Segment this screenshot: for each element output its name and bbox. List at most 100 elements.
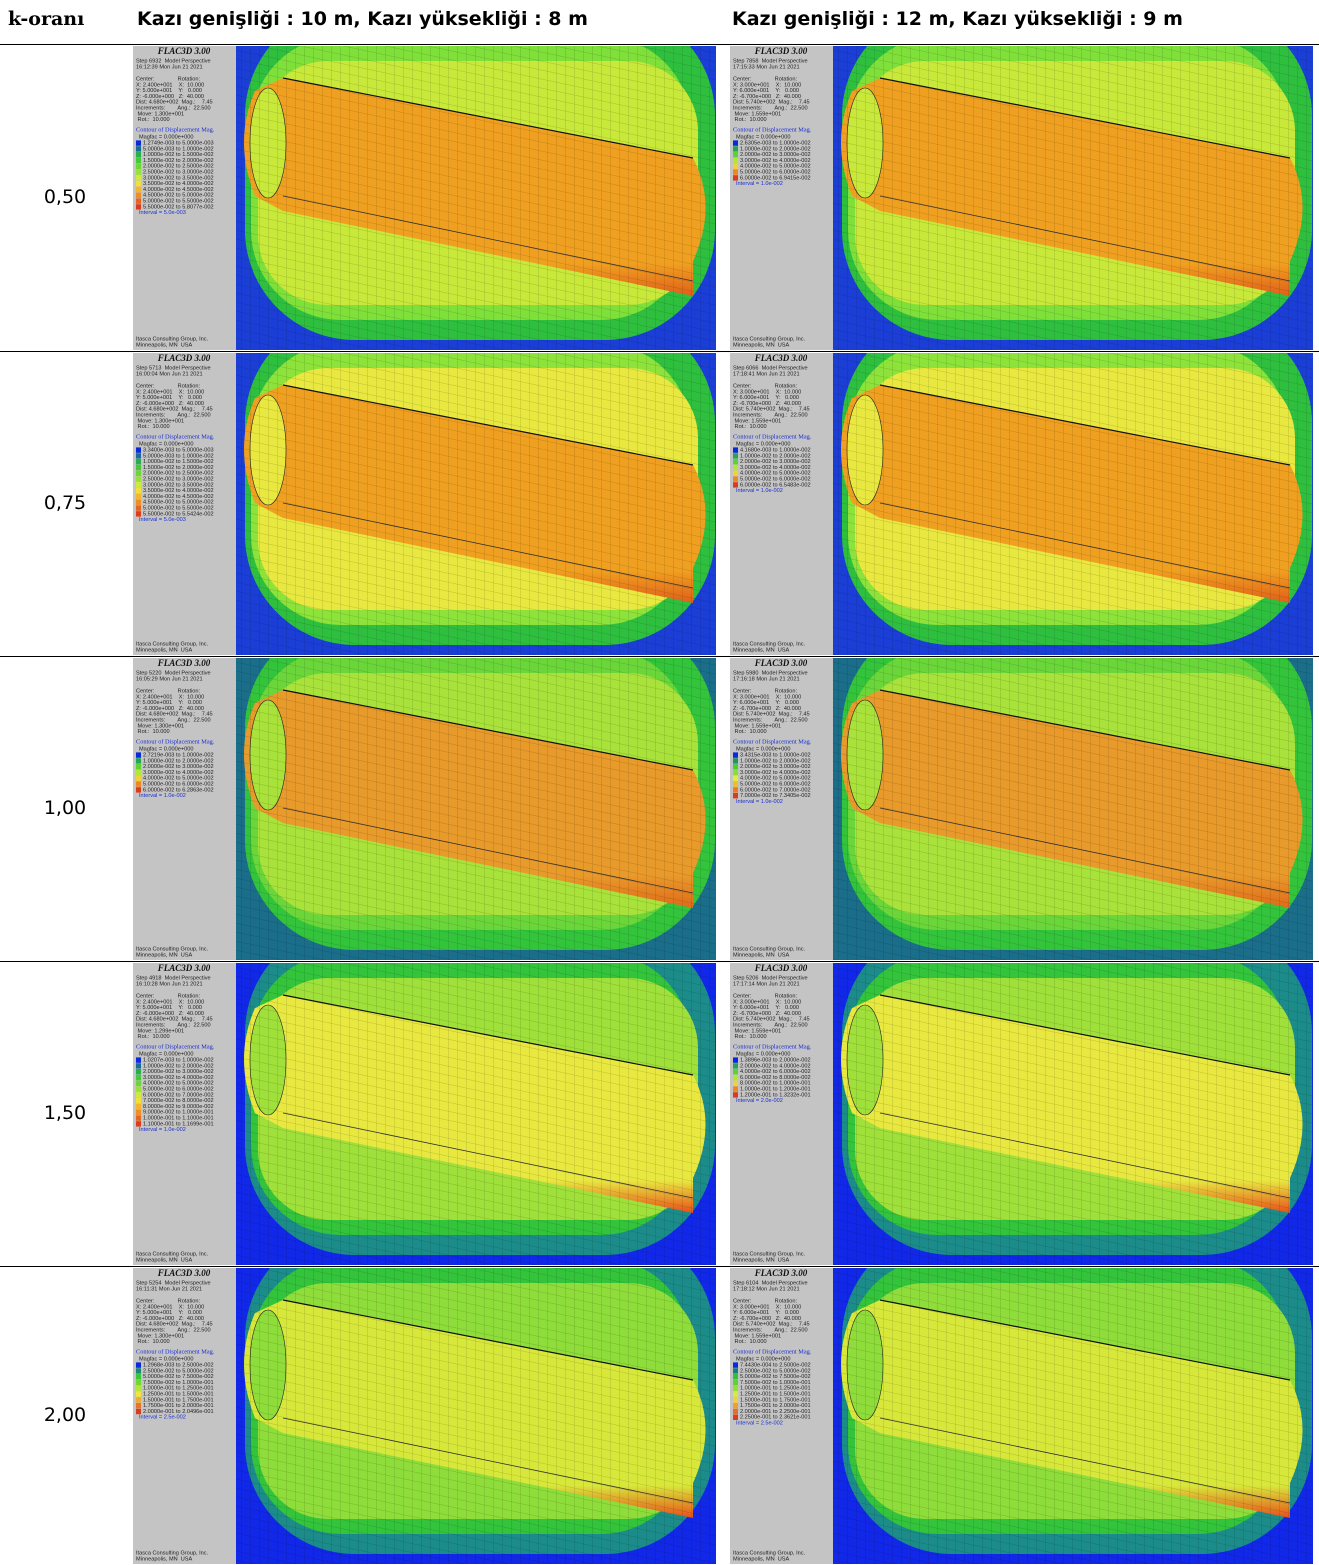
interval: Interval = 1.0e-002 <box>736 799 783 805</box>
plot-title: FLAC3D 3.00 <box>754 46 808 56</box>
legend-entry: 2.0000e-002 to 3.0000e-002 <box>740 459 811 465</box>
legend-entry: 7.5000e-002 to 1.0000e-001 <box>740 1380 811 1386</box>
legend-entry: 7.4430e-004 to 2.5000e-002 <box>740 1362 811 1368</box>
plot-title: FLAC3D 3.00 <box>754 1268 808 1278</box>
view-info: Increments: Ang.: 22.500 <box>136 1327 211 1333</box>
legend-swatch <box>136 787 141 793</box>
legend-entry: 2.0000e-001 to 2.0496e-001 <box>143 1409 214 1415</box>
legend-entry: 1.5000e-001 to 1.7500e-001 <box>143 1397 214 1403</box>
legend-swatch <box>136 1057 141 1063</box>
legend-entry: 4.0000e-002 to 5.0000e-002 <box>740 164 811 170</box>
legend-swatch <box>136 204 141 210</box>
k-value: 0,50 <box>43 186 87 208</box>
legend-entry: 5.0000e-003 to 1.0000e-002 <box>143 453 214 459</box>
sidebar <box>730 353 833 655</box>
footer: Minneapolis, MN USA <box>136 952 193 958</box>
footer: Minneapolis, MN USA <box>136 342 193 348</box>
view-info: Dist: 4.680e+002 Mag.: 7.45 <box>136 1322 213 1328</box>
view-info: Center: Rotation: <box>136 383 200 389</box>
magfac: Magfac = 0.000e+000 <box>736 441 790 447</box>
legend-entry: 5.0000e-002 to 5.5000e-002 <box>143 505 214 511</box>
legend-swatch <box>136 192 141 198</box>
plot-title: FLAC3D 3.00 <box>754 658 808 668</box>
k-value: 1,50 <box>43 1102 87 1124</box>
legend-entry: 2.7219e-003 to 1.0000e-002 <box>143 752 214 758</box>
legend-entry: 1.2000e-001 to 1.3232e-001 <box>740 1092 811 1098</box>
view-info: X: 3.000e+001 X: 10.000 <box>733 82 801 88</box>
view-info: Center: Rotation: <box>733 383 797 389</box>
legend-swatch <box>733 1086 738 1092</box>
legend-entry: 4.0000e-002 to 5.0000e-002 <box>740 471 811 477</box>
view-info: Z: -6.700e+000 Z: 40.000 <box>733 706 801 712</box>
magfac: Magfac = 0.000e+000 <box>139 1051 193 1057</box>
timestamp: 16:12:39 Mon Jun 21 2021 <box>136 64 203 70</box>
view-info: Y: 5.000e+001 Y: 0.000 <box>136 1310 202 1316</box>
timestamp: 17:17:14 Mon Jun 21 2021 <box>733 981 800 987</box>
view-info: Dist: 4.680e+002 Mag.: 7.45 <box>136 712 213 718</box>
footer: Minneapolis, MN USA <box>733 1556 790 1562</box>
step-info: Step 5980 Model Perspective <box>733 670 808 676</box>
legend-swatch <box>733 781 738 787</box>
view-info: Move: 1.559e+001 <box>733 1333 781 1339</box>
magfac: Magfac = 0.000e+000 <box>139 746 193 752</box>
legend-swatch <box>136 146 141 152</box>
legend-swatch <box>733 1092 738 1098</box>
legend-swatch <box>136 476 141 482</box>
mesh-overlay <box>833 658 1313 960</box>
legend-swatch <box>733 169 738 175</box>
legend-title: Contour of Displacement Mag. <box>136 126 215 133</box>
mesh-overlay <box>833 353 1313 655</box>
legend-entry: 2.0000e-002 to 2.5000e-002 <box>143 164 214 170</box>
timestamp: 17:16:18 Mon Jun 21 2021 <box>733 676 800 682</box>
legend-entry: 3.0000e-002 to 4.0000e-002 <box>740 465 811 471</box>
contour-area <box>236 353 716 655</box>
legend-swatch <box>136 1374 141 1380</box>
mesh-overlay <box>236 1268 716 1564</box>
legend-entry: 3.0000e-002 to 4.0000e-002 <box>143 770 214 776</box>
contour-area <box>833 353 1313 655</box>
legend-entry: 5.0000e-002 to 6.0000e-002 <box>740 169 811 175</box>
legend-entry: 1.0000e-002 to 2.0000e-002 <box>740 453 811 459</box>
legend-swatch <box>136 1391 141 1397</box>
view-info: Z: -6.000e+000 Z: 40.000 <box>136 94 204 100</box>
view-info: Increments: Ang.: 22.500 <box>136 105 211 111</box>
legend-entry: 4.5000e-002 to 5.0000e-002 <box>143 193 214 199</box>
legend-swatch <box>136 140 141 146</box>
legend-entry: 1.0000e-001 to 1.2500e-001 <box>143 1386 214 1392</box>
legend-entry: 1.0000e-002 to 2.0000e-002 <box>143 758 214 764</box>
flac-plot: FLAC3D 3.00 Step 6932 Model Perspective16… <box>133 46 716 350</box>
interval: Interval = 1.0e-002 <box>139 793 186 799</box>
legend-entry: 2.5000e-002 to 3.0000e-002 <box>143 169 214 175</box>
legend-entry: 9.0000e-002 to 1.0000e-001 <box>143 1110 214 1116</box>
legend-entry: 3.4315e-003 to 1.0000e-002 <box>740 752 811 758</box>
legend-swatch <box>136 1080 141 1086</box>
legend-swatch <box>136 459 141 465</box>
footer: Itasca Consulting Group, Inc. <box>136 946 209 952</box>
sidebar <box>133 46 236 350</box>
footer: Itasca Consulting Group, Inc. <box>136 1251 209 1257</box>
legend-swatch <box>733 1368 738 1374</box>
view-info: Y: 6.000e+001 Y: 0.000 <box>733 395 799 401</box>
legend-entry: 6.0000e-002 to 6.5483e-002 <box>740 482 811 488</box>
footer: Minneapolis, MN USA <box>733 1257 790 1263</box>
interval: Interval = 5.0e-003 <box>139 210 186 216</box>
step-info: Step 5254 Model Perspective <box>136 1280 211 1286</box>
legend-entry: 7.0000e-002 to 7.3405e-002 <box>740 793 811 799</box>
k-value: 0,75 <box>43 492 87 514</box>
legend-swatch <box>733 447 738 453</box>
legend-title: Contour of Displacement Mag. <box>733 433 812 440</box>
legend-entry: 7.5000e-002 to 1.0000e-001 <box>143 1380 214 1386</box>
legend-swatch <box>136 1368 141 1374</box>
step-info: Step 5713 Model Perspective <box>136 365 211 371</box>
view-info: X: 3.000e+001 X: 10.000 <box>733 999 801 1005</box>
legend-swatch <box>136 758 141 764</box>
legend-title: Contour of Displacement Mag. <box>136 1043 215 1050</box>
sidebar <box>730 46 833 350</box>
legend-title: Contour of Displacement Mag. <box>733 126 812 133</box>
k-value: 1,00 <box>43 797 87 819</box>
legend-swatch <box>733 157 738 164</box>
legend-entry: 2.5000e-002 to 3.0000e-002 <box>143 476 214 482</box>
view-info: X: 2.400e+001 X: 10.000 <box>136 999 204 1005</box>
view-info: Z: -6.700e+000 Z: 40.000 <box>733 1316 801 1322</box>
legend-swatch <box>733 764 738 770</box>
